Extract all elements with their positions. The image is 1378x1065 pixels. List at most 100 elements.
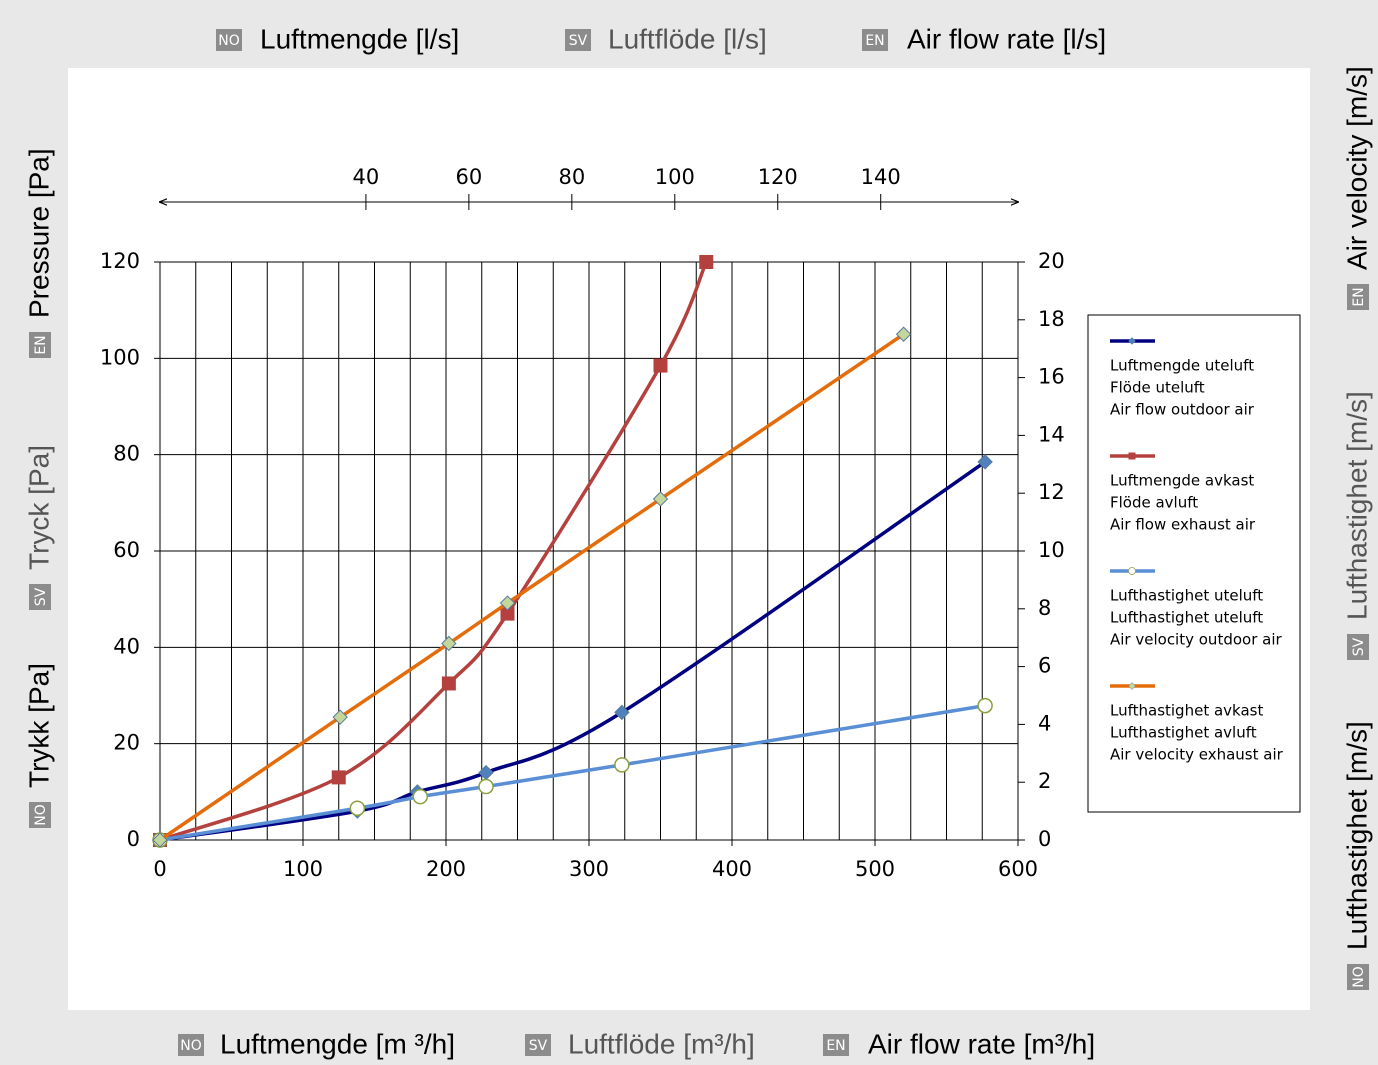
legend-label: Luftmengde avkast — [1110, 472, 1254, 490]
marker — [152, 832, 168, 848]
lang-badge — [216, 29, 242, 51]
x-tick-label: 200 — [426, 857, 466, 881]
marker — [349, 800, 366, 816]
marker — [441, 635, 457, 652]
x2-tick-label: 40 — [353, 165, 380, 189]
axis-title: NO Trykk [Pa] — [23, 663, 54, 828]
y2-tick-label: 12 — [1038, 480, 1065, 504]
lang-code: SV — [1351, 637, 1367, 656]
lang-code: EN — [826, 1038, 845, 1054]
axis-title-text: Lufthastighet [m/s] — [1341, 391, 1372, 620]
x-tick-label: 600 — [998, 857, 1038, 881]
y-tick-label: 100 — [100, 345, 140, 369]
axis-title-text: Luftmengde [m ³/h] — [220, 1028, 455, 1059]
marker — [1128, 567, 1136, 575]
y-tick-label: 120 — [100, 249, 140, 273]
axis-title: EN Air flow rate [l/s] — [862, 23, 1106, 54]
lang-code: NO — [180, 1038, 202, 1054]
lang-code: EN — [33, 335, 49, 354]
y2-tick-label: 18 — [1038, 307, 1065, 331]
legend-label: Air velocity outdoor air — [1110, 631, 1282, 649]
marker — [977, 697, 993, 714]
y-tick-label: 0 — [127, 827, 140, 851]
axis-title-text: Air velocity [m/s] — [1341, 66, 1372, 270]
axis-title-text: Air flow rate [m³/h] — [868, 1028, 1095, 1059]
lang-code: EN — [1351, 287, 1367, 306]
marker — [1128, 337, 1136, 345]
lang-code: SV — [529, 1038, 548, 1054]
marker — [331, 770, 346, 785]
x-tick-label: 400 — [712, 857, 752, 881]
y2-tick-label: 0 — [1038, 827, 1051, 851]
y-tick-label: 40 — [113, 634, 140, 658]
y2-tick-label: 14 — [1038, 422, 1065, 446]
lang-code: SV — [33, 587, 49, 606]
lang-code: NO — [218, 33, 240, 49]
marker — [499, 595, 516, 611]
x2-tick-label: 120 — [758, 165, 798, 189]
axis-title: NO Luftmengde [m ³/h] — [178, 1028, 455, 1059]
axis-title: SV Luftflöde [l/s] — [565, 23, 767, 54]
lang-code: SV — [569, 33, 588, 49]
lang-badge — [29, 802, 51, 828]
axis-title: EN Air flow rate [m³/h] — [823, 1028, 1095, 1059]
marker — [1128, 452, 1136, 460]
axis-title-text: Trykk [Pa] — [23, 663, 54, 788]
marker — [699, 255, 714, 269]
axis-title-text: Air flow rate [l/s] — [907, 23, 1106, 54]
lang-badge — [823, 1034, 849, 1056]
axis-title: NO Lufthastighet [m/s] — [1341, 721, 1372, 990]
lang-badge — [1347, 964, 1369, 990]
axis-title: NO Luftmengde [l/s] — [216, 23, 459, 54]
marker — [653, 358, 668, 373]
marker — [478, 778, 494, 795]
legend — [1087, 314, 1301, 813]
legend-label: Lufthastighet avluft — [1110, 724, 1257, 742]
y2-tick-label: 10 — [1038, 538, 1065, 562]
y2-tick-label: 20 — [1038, 249, 1065, 273]
x2-tick-label: 100 — [655, 165, 695, 189]
y2-tick-label: 8 — [1038, 596, 1051, 620]
x2-tick-label: 60 — [456, 165, 483, 189]
lang-badge — [565, 29, 591, 51]
x-tick-label: 100 — [283, 857, 323, 881]
legend-label: Air flow exhaust air — [1110, 516, 1256, 534]
lang-badge — [178, 1034, 204, 1056]
axis-title: SV Tryck [Pa] — [23, 445, 54, 610]
lang-badge — [525, 1034, 551, 1056]
legend-label: Lufthastighet uteluft — [1110, 609, 1263, 627]
lang-code: NO — [33, 804, 49, 826]
marker — [332, 709, 348, 725]
legend-label: Lufthastighet uteluft — [1110, 587, 1263, 605]
axis-title-text: Tryck [Pa] — [23, 445, 54, 570]
legend-label: Air flow outdoor air — [1110, 401, 1255, 419]
lang-code: NO — [1351, 966, 1367, 988]
lang-badge — [29, 332, 51, 358]
y-tick-label: 60 — [113, 538, 140, 562]
axis-title: SV Luftflöde [m³/h] — [525, 1028, 755, 1059]
axis-title-text: Luftflöde [l/s] — [608, 23, 767, 54]
y2-tick-label: 16 — [1038, 365, 1065, 389]
marker — [895, 326, 912, 342]
axis-title-text: Lufthastighet [m/s] — [1341, 721, 1372, 950]
lang-badge — [862, 29, 888, 51]
x2-tick-label: 80 — [558, 165, 585, 189]
lang-badge — [1347, 284, 1369, 310]
x-tick-label: 500 — [855, 857, 895, 881]
x-tick-label: 300 — [569, 857, 609, 881]
y2-tick-label: 6 — [1038, 654, 1051, 678]
x-tick-label: 0 — [153, 857, 166, 881]
axis-title-text: Luftflöde [m³/h] — [568, 1028, 755, 1059]
legend-label: Air velocity exhaust air — [1110, 746, 1284, 764]
marker — [614, 704, 630, 721]
axis-title: EN Air velocity [m/s] — [1341, 66, 1372, 310]
axis-title: EN Pressure [Pa] — [23, 148, 54, 358]
y-tick-label: 80 — [113, 442, 140, 466]
lang-code: EN — [865, 33, 884, 49]
legend-label: Flöde avluft — [1110, 494, 1198, 512]
series-line — [159, 332, 905, 842]
legend-label: Flöde uteluft — [1110, 379, 1205, 397]
y2-tick-label: 4 — [1038, 711, 1051, 735]
y-tick-label: 20 — [113, 731, 140, 755]
